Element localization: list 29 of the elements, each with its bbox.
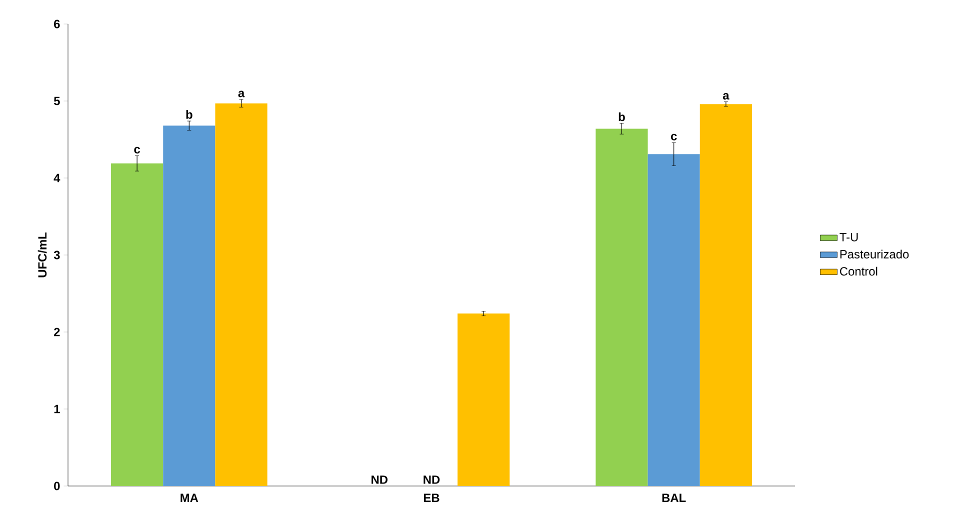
y-tick-label: 5: [54, 96, 60, 106]
y-tick-label: 2: [54, 328, 60, 336]
data-label: a: [722, 93, 730, 100]
bar: [111, 163, 164, 486]
legend-label: Control: [840, 266, 878, 276]
data-label: c: [134, 146, 140, 154]
bar: [648, 154, 700, 486]
legend-label: Pasteurizado: [840, 250, 909, 258]
y-tick-label: 4: [54, 174, 60, 182]
y-tick-label: 1: [54, 404, 60, 414]
x-tick-label: MA: [180, 494, 198, 502]
text: ND: [372, 476, 388, 484]
y-tick-label: 6: [54, 20, 60, 28]
text: ND: [424, 476, 440, 484]
bar: [458, 314, 510, 486]
y-axis-title: UFC/mL: [38, 232, 47, 278]
bar: [700, 104, 752, 486]
x-tick-label: BAL: [662, 494, 686, 502]
bar: [163, 126, 216, 486]
bar: [215, 103, 268, 486]
y-tick-label: 3: [54, 250, 60, 260]
x-tick-label: EB: [424, 494, 440, 502]
data-label: b: [618, 112, 625, 122]
y-tick-label: 0: [54, 482, 60, 490]
legend-label: T-U: [840, 233, 858, 242]
data-label: c: [670, 134, 677, 140]
bar: [596, 128, 648, 486]
data-label: b: [186, 110, 192, 119]
data-label: a: [238, 90, 245, 98]
